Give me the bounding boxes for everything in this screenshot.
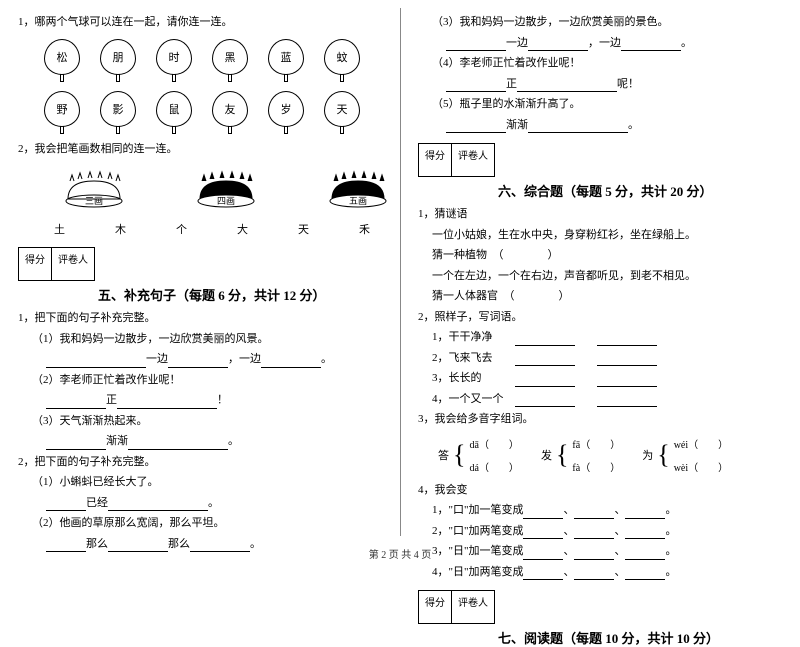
q6-4-l1: 1，"口"加一笔变成、、。	[418, 502, 782, 519]
svg-text:五画: 五画	[349, 196, 367, 206]
grader-cell: 评卷人	[52, 247, 95, 281]
q5-1-s1: （1）我和妈妈一边散步，一边欣赏美丽的风景。	[18, 331, 382, 348]
char: 答	[438, 447, 449, 463]
q6-2-w1: 1，干干净净	[418, 329, 782, 346]
svg-text:三画: 三画	[85, 196, 103, 206]
q1-prompt: 1，哪两个气球可以连在一起，请你连一连。	[18, 14, 382, 31]
cont-s3: （3）我和妈妈一边散步，一边欣赏美丽的景色。	[418, 14, 782, 31]
hedgehog-icon: 三画	[58, 169, 130, 211]
svg-text:四画: 四画	[217, 196, 235, 206]
score-box: 得分 评卷人	[418, 590, 782, 624]
q5-1-s2: （2）李老师正忙着改作业呢！	[18, 372, 382, 389]
polyphone-region: 答{ dā（ ）dá（ ） 发{ fā（ ）fà（ ） 为{ wéi（ ）wèi…	[438, 436, 782, 474]
q6-1-l2: 猜一种植物 （ ）	[418, 247, 782, 264]
column-divider	[400, 8, 401, 536]
balloon: 友	[212, 91, 248, 135]
balloon: 天	[324, 91, 360, 135]
balloon: 朋	[100, 39, 136, 83]
q6-1-l4: 猜一人体器官 （ ）	[418, 288, 782, 305]
q5-2-s2: （2）他画的草原那么宽阔，那么平坦。	[18, 515, 382, 532]
balloon: 岁	[268, 91, 304, 135]
grader-cell: 评卷人	[452, 590, 495, 624]
balloon-row-1: 松 朋 时 黑 蓝 蚊	[44, 39, 382, 83]
score-cell: 得分	[418, 590, 452, 624]
char: 天	[298, 221, 309, 237]
cont-s5: （5）瓶子里的水渐渐升高了。	[418, 96, 782, 113]
q6-3-prompt: 3，我会给多音字组词。	[418, 411, 782, 428]
char: 大	[237, 221, 248, 237]
q5-2-blank: 已经。	[18, 495, 382, 512]
balloon: 时	[156, 39, 192, 83]
q5-2-prompt: 2，把下面的句子补充完整。	[18, 454, 382, 471]
right-column: （3）我和妈妈一边散步，一边欣赏美丽的景色。 一边，一边。 （4）李老师正忙着改…	[400, 0, 800, 545]
char: 个	[176, 221, 187, 237]
hedgehog-icon: 四画	[190, 169, 262, 211]
section-5-title: 五、补充句子（每题 6 分，共计 12 分）	[98, 285, 382, 304]
q6-2-w4: 4，一个又一个	[418, 391, 782, 408]
score-cell: 得分	[18, 247, 52, 281]
cont-blank: 一边，一边。	[418, 35, 782, 52]
q5-1-blank: 正！	[18, 392, 382, 409]
q6-4-l4: 4，"日"加两笔变成、、。	[418, 564, 782, 581]
balloon: 影	[100, 91, 136, 135]
char: 发	[541, 447, 552, 463]
char: 木	[115, 221, 126, 237]
cont-blank: 正呢！	[418, 76, 782, 93]
char: 土	[54, 221, 65, 237]
left-column: 1，哪两个气球可以连在一起，请你连一连。 松 朋 时 黑 蓝 蚊 野 影 鼠 友…	[0, 0, 400, 545]
cont-s4: （4）李老师正忙着改作业呢！	[418, 55, 782, 72]
char: 为	[642, 447, 653, 463]
balloon: 鼠	[156, 91, 192, 135]
balloon: 野	[44, 91, 80, 135]
balloon: 黑	[212, 39, 248, 83]
cont-blank: 渐渐。	[418, 117, 782, 134]
hedgehog-row: 三画 四画 五画	[58, 169, 382, 211]
q6-2-w3: 3，长长的	[418, 370, 782, 387]
q6-2-prompt: 2，照样子，写词语。	[418, 309, 782, 326]
hedgehog-icon: 五画	[322, 169, 394, 211]
balloon-row-2: 野 影 鼠 友 岁 天	[44, 91, 382, 135]
q5-1-prompt: 1，把下面的句子补充完整。	[18, 310, 382, 327]
q6-4-prompt: 4，我会变	[418, 482, 782, 499]
q5-1-blank: 一边，一边。	[18, 351, 382, 368]
q6-1-prompt: 1，猜谜语	[418, 206, 782, 223]
score-box: 得分 评卷人	[418, 143, 782, 177]
page-footer: 第 2 页 共 4 页	[0, 546, 800, 561]
balloon: 蓝	[268, 39, 304, 83]
char: 禾	[359, 221, 370, 237]
q5-1-s3: （3）天气渐渐热起来。	[18, 413, 382, 430]
q2-prompt: 2，我会把笔画数相同的连一连。	[18, 141, 382, 158]
balloon: 蚊	[324, 39, 360, 83]
section-7-title: 七、阅读题（每题 10 分，共计 10 分）	[498, 628, 782, 647]
grader-cell: 评卷人	[452, 143, 495, 177]
balloon: 松	[44, 39, 80, 83]
q5-2-s1: （1）小蝌蚪已经长大了。	[18, 474, 382, 491]
score-box: 得分 评卷人	[18, 247, 382, 281]
q6-1-l1: 一位小姑娘，生在水中央，身穿粉红衫，坐在绿船上。	[418, 227, 782, 244]
score-cell: 得分	[418, 143, 452, 177]
q6-1-l3: 一个在左边，一个在右边，声音都听见，到老不相见。	[418, 268, 782, 285]
q6-4-l2: 2，"口"加两笔变成、、。	[418, 523, 782, 540]
q6-2-w2: 2，飞来飞去	[418, 350, 782, 367]
char-row: 土 木 个 大 天 禾	[54, 221, 382, 237]
q5-1-blank: 渐渐。	[18, 433, 382, 450]
section-6-title: 六、综合题（每题 5 分，共计 20 分）	[498, 181, 782, 200]
